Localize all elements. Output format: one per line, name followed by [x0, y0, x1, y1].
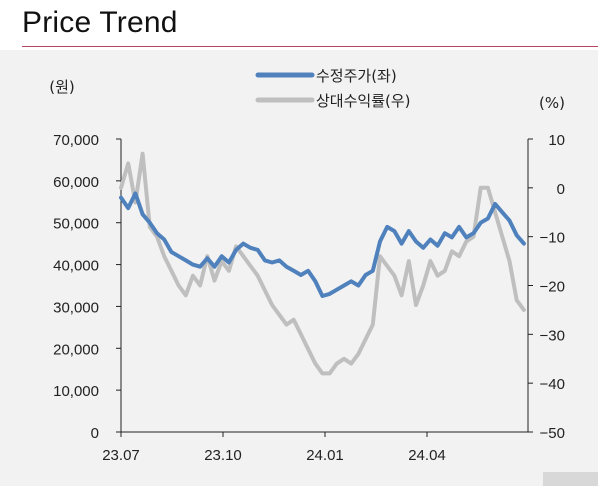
- left-tick-label: 20,000: [53, 341, 99, 358]
- right-tick-label: 0: [557, 181, 565, 198]
- series-line-1: [119, 151, 526, 376]
- title-divider: [22, 46, 598, 47]
- right-tick-label: −30: [540, 327, 565, 344]
- price-trend-chart: 70,000 60,000 50,000 40,000 30,000 20,000 10,0…: [0, 50, 598, 486]
- right-tick-label: 10: [548, 132, 565, 149]
- left-axis-unit: (원): [49, 78, 75, 96]
- left-tick-label: 10,000: [53, 383, 99, 400]
- x-tick-label: 23.07: [102, 447, 140, 464]
- legend-label-1: 상대수익률(우): [316, 92, 411, 110]
- page-title: Price Trend: [22, 6, 178, 39]
- x-tick-label: 23.10: [204, 447, 242, 464]
- left-tick-label: 50,000: [53, 216, 99, 233]
- right-tick-label: −50: [540, 425, 565, 442]
- x-tick-label: 24.04: [408, 447, 446, 464]
- header-area: Price Trend: [0, 0, 598, 50]
- right-tick-label: −20: [540, 279, 565, 296]
- right-tick-label: −40: [540, 376, 565, 393]
- corner-decoration: [543, 472, 598, 486]
- left-tick-label: 70,000: [53, 132, 99, 149]
- chart-svg: 70,000 60,000 50,000 40,000 30,000 20,000 10,0…: [49, 67, 565, 464]
- legend-label-0: 수정주가(좌): [316, 67, 397, 85]
- x-tick-label: 24.01: [306, 447, 344, 464]
- right-axis-unit: (%): [539, 94, 565, 112]
- left-tick-label: 0: [91, 425, 99, 442]
- left-tick-label: 60,000: [53, 174, 99, 191]
- left-tick-label: 30,000: [53, 299, 99, 316]
- right-tick-label: −10: [540, 230, 565, 247]
- left-tick-label: 40,000: [53, 258, 99, 275]
- series-line-0: [119, 191, 526, 298]
